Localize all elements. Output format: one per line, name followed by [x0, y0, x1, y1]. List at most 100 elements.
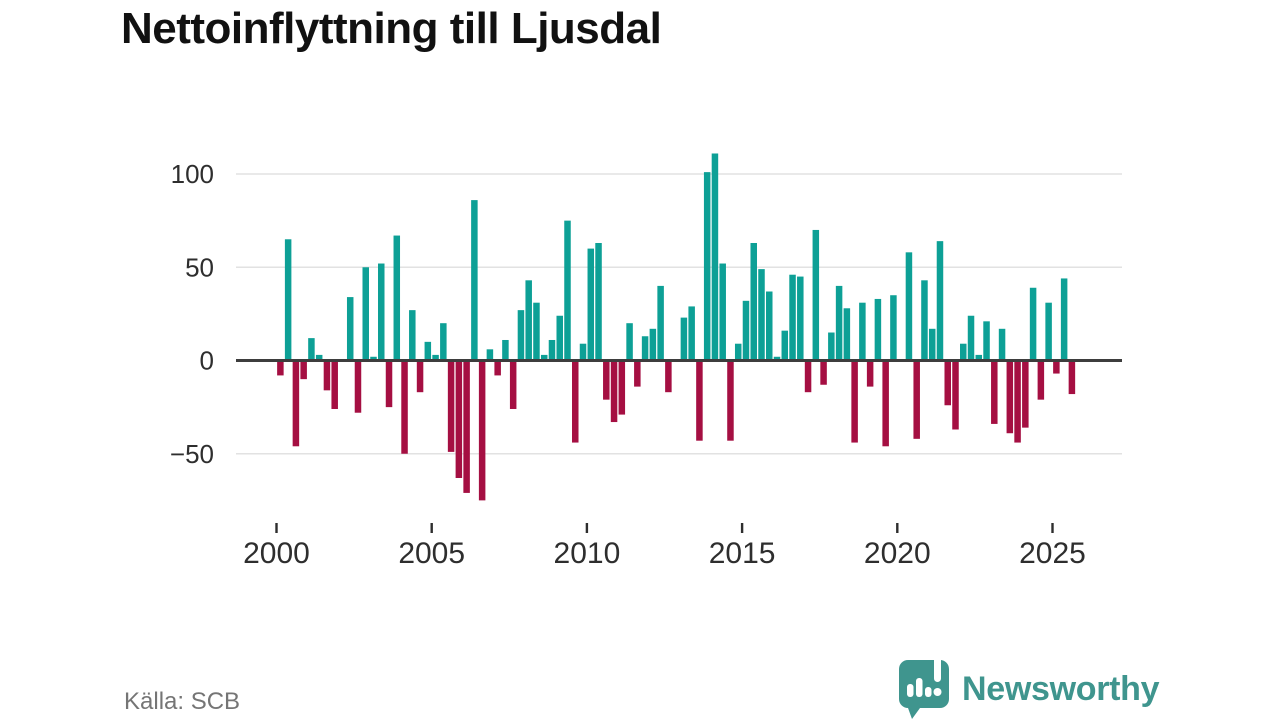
bar-2005Q2: [440, 323, 447, 361]
bar-2022Q1: [960, 343, 967, 361]
bar-2010Q1: [587, 248, 595, 361]
bar-2018Q4: [859, 302, 866, 361]
bar-2015Q3: [758, 269, 765, 361]
newsworthy-logo-icon: [899, 658, 949, 719]
y-axis-label--50: −50: [170, 439, 214, 469]
bar-2015Q1: [742, 300, 750, 361]
bar-2025Q3: [1068, 360, 1076, 395]
bar-2004Q4: [424, 341, 432, 361]
bar-2021Q2: [936, 241, 944, 361]
bar-2011Q3: [634, 360, 641, 387]
bar-2009Q4: [579, 343, 587, 361]
bar-2004Q1: [401, 360, 408, 454]
bar-2021Q3: [944, 360, 951, 406]
bar-2006Q3: [478, 360, 486, 501]
bar-2008Q1: [525, 280, 532, 361]
bar-2002Q3: [354, 360, 362, 413]
speech-bubble: [899, 660, 949, 719]
bar-2007Q2: [502, 339, 509, 361]
x-axis-label-2010: 2010: [554, 537, 621, 570]
x-axis-label-2025: 2025: [1019, 537, 1086, 570]
bar-2024Q4: [1045, 302, 1052, 361]
bar-2003Q3: [385, 360, 393, 408]
bar-2000Q1: [277, 360, 284, 376]
bar-2012Q1: [649, 328, 657, 361]
bar-2008Q4: [548, 339, 556, 361]
bar-2005Q1: [432, 354, 439, 361]
exclamation-dot: [933, 688, 942, 696]
bar-2005Q4: [455, 360, 463, 478]
bar-2025Q1: [1053, 360, 1060, 374]
bar-2013Q3: [696, 360, 703, 441]
bar-2012Q3: [665, 360, 672, 393]
bar-2009Q2: [564, 220, 571, 361]
y-axis-label-50: 50: [185, 252, 214, 282]
bar-2007Q4: [517, 310, 525, 361]
bar-2016Q4: [797, 276, 804, 361]
y-axis-label-100: 100: [171, 159, 214, 189]
bar-2004Q3: [416, 360, 424, 393]
bar-2002Q2: [346, 297, 354, 361]
bar-2015Q2: [750, 243, 757, 361]
bar-2021Q1: [928, 328, 936, 361]
bar-2018Q3: [851, 360, 858, 443]
bar-2016Q3: [789, 274, 796, 361]
bar-2015Q4: [766, 291, 773, 361]
bar-2002Q4: [362, 267, 369, 361]
bar-2017Q3: [820, 360, 827, 385]
x-axis-label-2020: 2020: [864, 537, 931, 570]
brand-name: Newsworthy: [962, 669, 1160, 708]
bar-2011Q2: [626, 323, 633, 361]
bar-glyph-2: [916, 678, 923, 697]
bar-2003Q2: [378, 263, 385, 361]
bar-2014Q1: [711, 153, 719, 361]
bar-2006Q2: [471, 200, 478, 361]
bar-2018Q1: [835, 285, 843, 361]
source-note: Källa: SCB: [124, 688, 241, 715]
bar-2011Q1: [618, 360, 626, 415]
bar-2013Q2: [688, 306, 695, 361]
bar-2021Q4: [952, 360, 959, 430]
bar-2010Q3: [603, 360, 610, 400]
bar-2019Q2: [874, 298, 882, 361]
bar-2022Q2: [967, 315, 975, 361]
bar-2016Q2: [781, 330, 789, 361]
bar-2009Q1: [556, 315, 563, 361]
bar-2014Q4: [734, 343, 742, 361]
bar-2010Q4: [610, 360, 618, 423]
chart-title: Nettoinflyttning till Ljusdal: [121, 4, 662, 53]
brand-footer: Newsworthy: [896, 658, 1166, 720]
bar-2022Q3: [975, 354, 983, 361]
bar-2001Q4: [331, 360, 338, 409]
bar-2013Q4: [703, 172, 711, 361]
bar-2023Q1: [991, 360, 998, 424]
y-axis-label-0: 0: [200, 346, 214, 376]
bar-2006Q4: [486, 349, 494, 361]
bar-2001Q1: [308, 338, 315, 361]
bar-2025Q2: [1060, 278, 1068, 361]
bar-2008Q2: [533, 302, 540, 361]
bar-2019Q1: [866, 360, 874, 387]
bar-2011Q4: [641, 336, 649, 361]
bar-2023Q4: [1014, 360, 1021, 443]
bar-2007Q1: [494, 360, 501, 376]
bar-2000Q2: [284, 239, 292, 361]
bar-2022Q4: [983, 321, 990, 361]
bar-2024Q2: [1029, 287, 1037, 361]
x-axis-label-2005: 2005: [398, 537, 465, 570]
bar-2019Q3: [882, 360, 889, 447]
exclamation-stem: [934, 658, 941, 682]
bar-2018Q2: [843, 308, 851, 361]
bar-2013Q1: [680, 317, 688, 361]
bar-2023Q2: [998, 328, 1006, 361]
bar-2006Q1: [463, 360, 470, 493]
x-axis-label-2000: 2000: [243, 537, 310, 570]
bar-2017Q4: [828, 332, 835, 361]
bar-glyph-3: [925, 687, 932, 697]
bar-2009Q3: [572, 360, 579, 443]
bar-2019Q4: [890, 295, 897, 361]
bar-2001Q2: [315, 354, 323, 361]
x-axis-label-2015: 2015: [709, 537, 776, 570]
